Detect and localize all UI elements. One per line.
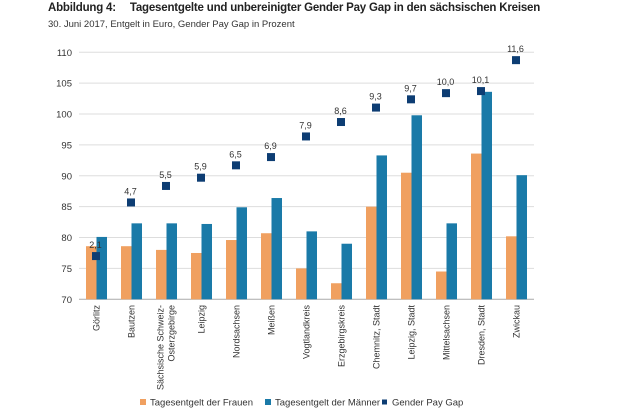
bar-maenner bbox=[96, 236, 107, 300]
bar-maenner bbox=[481, 91, 492, 300]
y-tick-label: 100 bbox=[56, 110, 72, 121]
x-tick-label: Meißen bbox=[267, 305, 277, 335]
gap-data-label: 7,9 bbox=[299, 120, 312, 130]
bar-maenner bbox=[411, 115, 422, 300]
gap-data-label: 5,9 bbox=[194, 162, 207, 172]
x-tick-label: Dresden, Stadt bbox=[477, 305, 487, 366]
gap-data-label: 4,7 bbox=[124, 186, 137, 196]
gap-marker bbox=[477, 87, 485, 96]
bar-maenner bbox=[516, 175, 527, 300]
bar-frauen bbox=[401, 172, 412, 300]
bar-maenner bbox=[201, 223, 212, 300]
gap-marker bbox=[302, 132, 310, 141]
bar-maenner bbox=[446, 223, 457, 300]
bar-frauen bbox=[296, 268, 307, 300]
legend-label: Tagesentgelt der Frauen bbox=[150, 398, 253, 409]
bar-frauen bbox=[261, 233, 272, 300]
gap-marker bbox=[197, 173, 205, 182]
gap-data-label: 10,0 bbox=[437, 77, 455, 87]
title-text: Tagesentgelte und unbereinigter Gender P… bbox=[129, 2, 541, 14]
x-tick-label: Zwickau bbox=[512, 305, 522, 338]
bar-frauen bbox=[191, 252, 202, 300]
gap-marker bbox=[267, 153, 275, 162]
gap-marker bbox=[407, 95, 415, 104]
gap-marker bbox=[337, 118, 345, 127]
bar-frauen bbox=[471, 153, 482, 300]
bar-maenner bbox=[376, 155, 387, 300]
chart-subtitle: 30. Juni 2017, Entgelt in Euro, Gender P… bbox=[48, 19, 295, 30]
gap-data-label: 6,5 bbox=[229, 149, 242, 159]
x-tick-label: Leipzig, Stadt bbox=[407, 305, 417, 360]
x-tick-label: Nordsachsen bbox=[232, 305, 242, 358]
gap-data-label: 11,6 bbox=[507, 44, 524, 54]
bar-maenner bbox=[341, 243, 352, 300]
gap-data-label: 10,1 bbox=[472, 75, 490, 85]
bar-frauen bbox=[506, 236, 517, 300]
y-tick-label: 105 bbox=[56, 79, 72, 90]
bar-frauen bbox=[331, 283, 342, 300]
bar-maenner bbox=[236, 207, 247, 300]
x-tick-label: Vogtlandkreis bbox=[302, 305, 312, 360]
bar-frauen bbox=[366, 206, 377, 300]
gap-marker bbox=[232, 161, 240, 170]
y-tick-label: 95 bbox=[61, 140, 72, 151]
x-tick-label: Mittelsachsen bbox=[442, 305, 452, 360]
gap-marker bbox=[372, 103, 380, 112]
gap-marker bbox=[162, 181, 170, 190]
bar-maenner bbox=[306, 231, 317, 300]
y-tick-label: 85 bbox=[61, 202, 72, 213]
x-tick-label: Görlitz bbox=[92, 305, 102, 332]
gap-data-label: 5,5 bbox=[159, 170, 172, 180]
bar-frauen bbox=[121, 246, 132, 300]
legend-swatch bbox=[265, 399, 271, 405]
bar-frauen bbox=[226, 240, 237, 300]
gap-data-label: 2,1 bbox=[89, 240, 102, 250]
x-tick-label: Erzgebirgskreis bbox=[337, 305, 347, 368]
bar-maenner bbox=[166, 223, 177, 300]
legend-swatch bbox=[382, 399, 387, 405]
legend-swatch bbox=[140, 399, 146, 405]
legend-label: Gender Pay Gap bbox=[392, 398, 463, 409]
legend-label: Tagesentgelt der Männer bbox=[275, 398, 380, 409]
x-tick-label: Leipzig bbox=[197, 305, 207, 334]
figure-number: Abbildung 4: bbox=[48, 2, 116, 14]
bar-maenner bbox=[131, 223, 142, 300]
gap-data-label: 9,7 bbox=[404, 83, 417, 93]
x-tick-label: Sächsische Schweiz-Osterzgebirge bbox=[156, 305, 177, 390]
x-tick-label: Bautzen bbox=[127, 305, 137, 338]
y-tick-label: 80 bbox=[61, 233, 72, 244]
gap-marker bbox=[442, 89, 450, 98]
x-tick-label: Chemnitz, Stadt bbox=[372, 305, 382, 370]
y-tick-label: 75 bbox=[61, 264, 72, 275]
bar-frauen bbox=[436, 271, 447, 300]
bar-frauen bbox=[156, 249, 167, 300]
gap-marker bbox=[92, 252, 100, 261]
gap-marker bbox=[127, 198, 135, 207]
gap-data-label: 9,3 bbox=[369, 92, 382, 102]
chart-title: Abbildung 4: Tagesentgelte und unbereinig… bbox=[48, 2, 540, 14]
gap-marker bbox=[512, 56, 520, 65]
y-tick-label: 70 bbox=[61, 295, 72, 306]
y-tick-label: 90 bbox=[61, 171, 72, 182]
y-tick-label: 110 bbox=[57, 48, 72, 59]
bar-frauen bbox=[86, 246, 97, 300]
gap-data-label: 8,6 bbox=[334, 106, 347, 116]
bar-maenner bbox=[271, 198, 282, 300]
gap-data-label: 6,9 bbox=[264, 141, 277, 151]
